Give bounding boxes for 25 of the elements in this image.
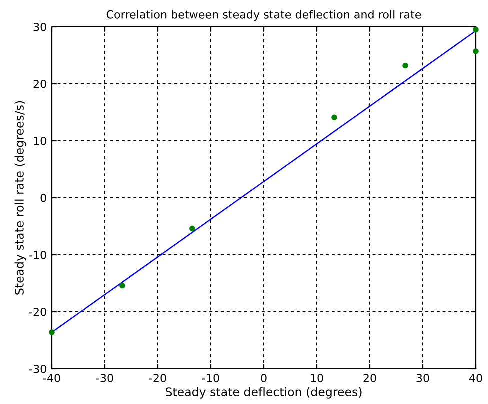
y-tick-label: -20	[30, 308, 46, 316]
x-tick-label: -30	[96, 374, 114, 382]
x-axis-title: Steady state deflection (degrees)	[166, 387, 362, 399]
point	[49, 330, 55, 336]
chart-title: Correlation between steady state deflection and roll rate	[106, 10, 422, 21]
x-tick-label: -40	[43, 374, 60, 382]
point	[120, 282, 126, 289]
x-tick-label: 20	[364, 374, 376, 382]
y-tick-label: -10	[30, 250, 46, 260]
x-tick-label: 40	[469, 374, 482, 382]
x-tick-label: 0	[261, 374, 267, 382]
x-tick-label: -20	[149, 374, 166, 382]
y-tick-label: -30	[30, 364, 46, 374]
x-tick-label: -10	[202, 374, 220, 382]
point	[332, 114, 338, 121]
point	[473, 48, 479, 54]
y-tick-label: 10	[34, 136, 46, 146]
y-axis-title: Steady state roll rate (degrees/s)	[14, 101, 26, 295]
y-tick-label: 20	[34, 80, 46, 88]
point	[402, 62, 408, 69]
point	[190, 226, 196, 232]
y-tick-label: 30	[34, 22, 46, 32]
y-tick-label: 0	[40, 194, 46, 202]
x-tick-label: 10	[311, 374, 324, 382]
x-tick-label: 30	[416, 374, 430, 382]
